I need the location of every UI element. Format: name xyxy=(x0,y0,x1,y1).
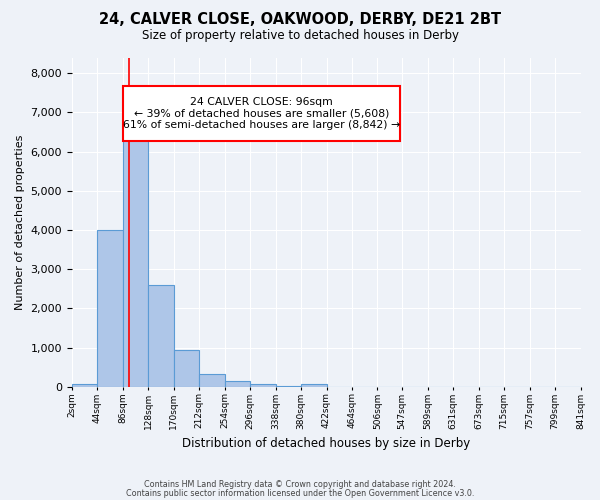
Bar xyxy=(97,230,123,386)
X-axis label: Distribution of detached houses by size in Derby: Distribution of detached houses by size … xyxy=(182,437,470,450)
Text: Contains public sector information licensed under the Open Government Licence v3: Contains public sector information licen… xyxy=(126,489,474,498)
Bar xyxy=(250,384,275,386)
Bar xyxy=(301,384,326,386)
Y-axis label: Number of detached properties: Number of detached properties xyxy=(15,134,25,310)
Text: Size of property relative to detached houses in Derby: Size of property relative to detached ho… xyxy=(142,29,458,42)
Bar xyxy=(123,128,148,386)
Text: 24, CALVER CLOSE, OAKWOOD, DERBY, DE21 2BT: 24, CALVER CLOSE, OAKWOOD, DERBY, DE21 2… xyxy=(99,12,501,28)
Bar xyxy=(72,384,97,386)
Text: Contains HM Land Registry data © Crown copyright and database right 2024.: Contains HM Land Registry data © Crown c… xyxy=(144,480,456,489)
Bar xyxy=(174,350,199,387)
Bar xyxy=(199,374,224,386)
FancyBboxPatch shape xyxy=(123,86,400,142)
Text: 24 CALVER CLOSE: 96sqm
← 39% of detached houses are smaller (5,608)
61% of semi-: 24 CALVER CLOSE: 96sqm ← 39% of detached… xyxy=(123,97,400,130)
Bar xyxy=(148,285,174,386)
Bar xyxy=(224,381,250,386)
